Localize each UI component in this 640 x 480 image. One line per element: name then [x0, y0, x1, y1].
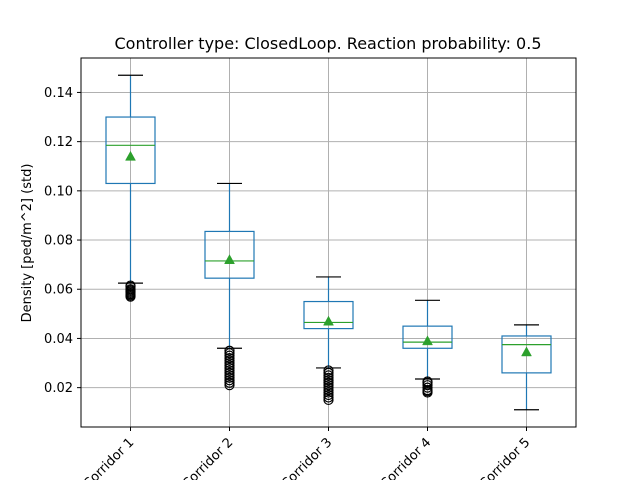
y-tick-label: 0.08 — [44, 234, 73, 249]
y-tick-label: 0.12 — [44, 135, 73, 150]
x-tick-label: Corridor 3 — [279, 435, 336, 480]
outlier-point — [323, 394, 334, 406]
boxes-layer — [105, 74, 552, 411]
outlier-point — [224, 380, 235, 391]
box-iqr — [105, 116, 156, 185]
outlier-point — [323, 372, 334, 383]
outlier-point — [422, 387, 433, 398]
outlier-point — [224, 355, 235, 366]
box-group — [501, 324, 552, 411]
outlier-point — [224, 348, 235, 359]
plot-frame — [80, 57, 577, 428]
outlier-point — [224, 370, 235, 381]
y-tick-label: 0.14 — [44, 86, 73, 101]
outlier-point — [323, 375, 334, 386]
mean-marker — [125, 150, 136, 161]
outlier-point — [323, 365, 334, 376]
box-group — [105, 74, 156, 302]
outlier-point — [323, 377, 334, 388]
mean-marker — [521, 346, 532, 357]
outlier-point — [224, 350, 235, 361]
outlier-point — [323, 385, 334, 396]
x-tick-label: Corridor 4 — [378, 435, 435, 480]
outlier-point — [422, 380, 433, 391]
y-axis-label: Density [ped/m^2] (std) — [20, 164, 35, 323]
y-tick-label: 0.02 — [44, 381, 73, 396]
x-tick-label: Corridor 5 — [477, 435, 534, 480]
outlier-point — [323, 370, 334, 381]
y-tick-label: 0.04 — [44, 332, 73, 347]
outlier-point — [224, 357, 235, 369]
outlier-point — [224, 353, 235, 364]
x-tick-label: Corridor 1 — [81, 435, 138, 480]
x-tick-label: Corridor 2 — [180, 435, 237, 480]
outlier-point — [224, 377, 235, 388]
outlier-point — [224, 367, 235, 378]
box-iqr — [204, 230, 255, 279]
outlier-point — [323, 387, 334, 398]
outlier-point — [224, 375, 235, 386]
y-tick-label: 0.06 — [44, 283, 73, 298]
outlier-point — [323, 392, 334, 403]
outlier-point — [224, 372, 235, 383]
box-iqr — [303, 300, 354, 330]
mean-marker — [422, 335, 433, 346]
outlier-point — [125, 291, 136, 302]
outlier-point — [224, 365, 235, 376]
box-group — [402, 299, 453, 398]
outlier-point — [323, 389, 334, 401]
box-group — [204, 182, 255, 391]
outlier-point — [323, 380, 334, 391]
box-iqr — [501, 335, 552, 374]
box-group — [303, 276, 354, 406]
mean-marker — [224, 254, 235, 264]
outlier-point — [323, 367, 334, 378]
outlier-point — [323, 382, 334, 393]
y-tick-label: 0.10 — [44, 184, 73, 199]
outlier-point — [422, 382, 433, 393]
outlier-point — [224, 345, 235, 356]
mean-marker — [323, 315, 334, 326]
box-iqr — [402, 325, 453, 349]
chart-title: Controller type: ClosedLoop. Reaction pr… — [115, 34, 542, 53]
outlier-point — [224, 360, 235, 371]
outlier-point — [224, 362, 235, 374]
